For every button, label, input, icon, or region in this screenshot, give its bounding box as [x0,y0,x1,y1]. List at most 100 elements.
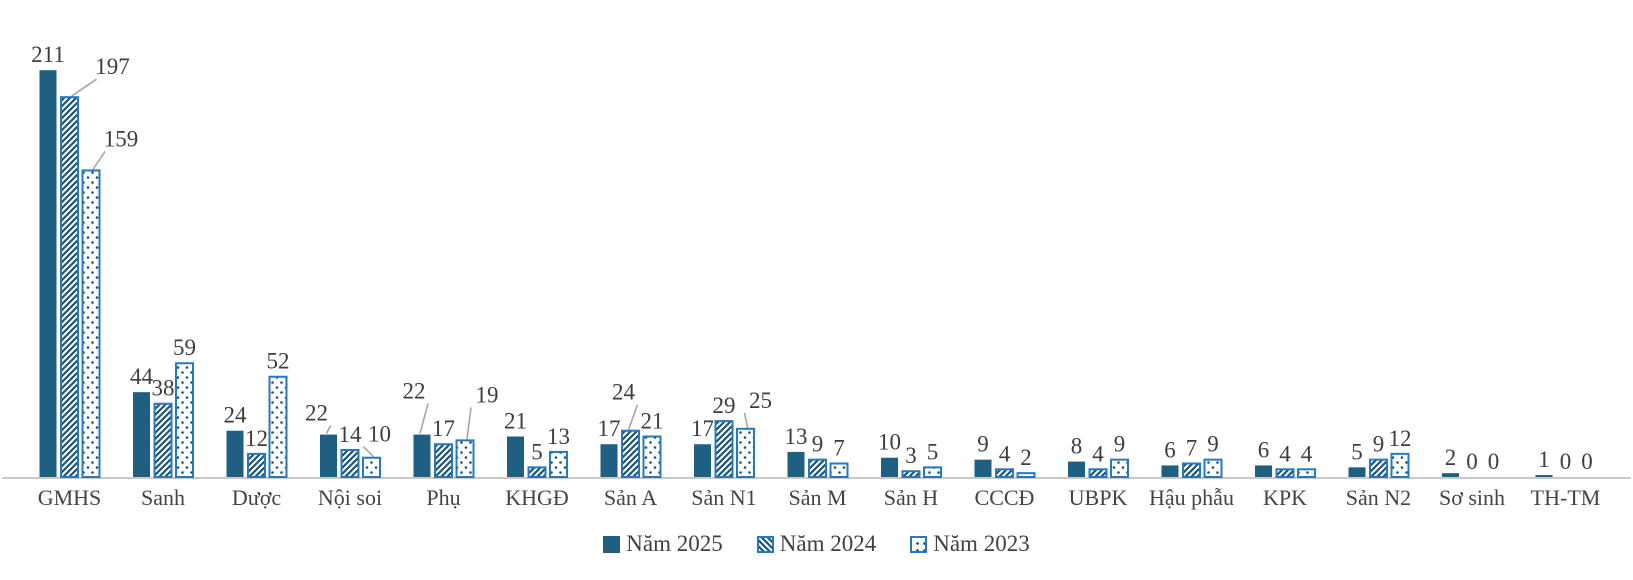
data-label-s1-TH-TM: 0 [1560,449,1572,474]
legend-item-nam-2023: Năm 2023 [910,531,1030,557]
bar-s0-Sản H [881,457,898,477]
legend-item-nam-2025: Năm 2025 [603,531,723,557]
data-label-s0-Nội soi: 22 [305,401,328,426]
bar-s0-Dược [226,430,244,477]
bar-s2-Phụ [455,439,475,479]
bar-s0-Nội soi [320,434,337,477]
bar-s1-Nội soi [340,449,360,478]
bar-s1-Phụ [434,443,453,478]
bar-s2-Sản N1 [736,427,755,478]
data-label-s2-Nội soi: 10 [368,422,391,447]
bar-s2-Sản N2 [1390,452,1410,479]
label-leader-line [362,446,375,458]
bar-s1-Hậu phẫu [1182,462,1201,478]
data-label-s0-Sanh: 44 [130,364,154,389]
data-label-s0-Sản H: 10 [878,430,901,455]
label-leader-line [71,78,97,97]
data-label-s2-CCCĐ: 2 [1020,445,1032,470]
bars [39,70,1553,479]
bar-s1-Sản N1 [714,420,734,479]
data-label-s1-Dược: 12 [245,426,268,451]
bar-s2-GMHS [81,169,101,478]
data-label-s1-GMHS: 197 [95,54,130,79]
data-label-s1-CCCĐ: 4 [999,441,1011,466]
bar-s1-Sản A [621,429,640,478]
category-label-Sơ sinh: Sơ sinh [1439,485,1505,510]
chart-legend: Năm 2025 Năm 2024 Năm 2023 [0,531,1633,557]
bar-s2-Sản H [923,466,942,478]
label-leader-line [419,403,429,434]
data-label-s2-Sản N2: 12 [1389,426,1412,451]
data-label-s1-Sanh: 38 [152,376,175,401]
bar-s1-UBPK [1088,468,1108,478]
category-label-GMHS: GMHS [38,485,102,510]
bar-s2-Sản M [829,462,849,478]
legend-label-nam-2023: Năm 2023 [933,531,1030,556]
data-label-s0-UBPK: 8 [1071,434,1083,459]
bar-s1-GMHS [60,96,79,479]
data-label-s1-Sản H: 3 [905,443,917,468]
bar-s0-Hậu phẫu [1161,465,1179,477]
label-leader-line [92,151,106,170]
legend-swatch-solid-icon [603,535,621,553]
bar-s2-Sanh [175,362,194,478]
data-label-s0-Sản A: 17 [598,416,621,441]
bar-s0-Phụ [413,434,431,477]
data-label-s0-Sản N1: 17 [691,416,714,441]
data-label-s2-GMHS: 159 [104,126,139,151]
data-label-s1-KPK: 4 [1279,441,1291,466]
bar-s1-Sản N2 [1369,458,1388,479]
bar-s0-Sản N1 [694,444,711,477]
legend-swatch-hatch-icon [756,535,774,553]
data-label-s0-GMHS: 211 [31,42,65,67]
bar-s0-Sơ sinh [1442,473,1459,477]
bar-s2-UBPK [1110,458,1129,479]
data-label-s0-Dược: 24 [224,403,248,428]
data-label-s2-Hậu phẫu: 9 [1207,432,1219,457]
bar-s1-KHGĐ [527,466,547,478]
bar-s0-Sản M [787,451,805,477]
bar-s0-TH-TM [1535,475,1553,477]
category-label-Sản N1: Sản N1 [691,485,756,510]
data-label-s1-Nội soi: 14 [339,422,363,447]
data-label-s0-TH-TM: 1 [1538,447,1550,472]
category-label-KHGĐ: KHGĐ [505,485,569,510]
category-labels: GMHS Sanh Dược Nội soi Phụ KHGĐ Sản A Sản N1 Sản… [38,485,1601,510]
data-label-s2-KPK: 4 [1301,441,1313,466]
category-label-Sanh: Sanh [141,485,185,510]
data-label-s1-Sản A: 24 [612,380,636,405]
bar-s0-UBPK [1068,461,1085,477]
leader-lines [71,78,749,458]
data-label-s2-Dược: 52 [267,349,290,374]
data-label-s1-KHGĐ: 5 [531,439,543,464]
bar-s0-CCCĐ [974,459,992,477]
data-label-s2-Sản H: 5 [927,439,939,464]
data-label-s1-Hậu phẫu: 7 [1186,436,1198,461]
category-label-KPK: KPK [1263,485,1307,510]
data-label-s1-Sản N1: 29 [713,393,736,418]
data-label-s0-CCCĐ: 9 [977,432,989,457]
data-label-s1-Sơ sinh: 0 [1466,449,1478,474]
data-label-s0-Sơ sinh: 2 [1445,445,1457,470]
bar-s1-CCCĐ [995,468,1014,478]
data-label-s2-TH-TM: 0 [1581,449,1593,474]
bar-s2-Dược [268,375,288,478]
bar-s2-Hậu phẫu [1203,458,1223,479]
legend-item-nam-2024: Năm 2024 [756,531,876,557]
bar-s1-KPK [1275,468,1295,478]
category-label-UBPK: UBPK [1069,485,1128,510]
bar-s2-CCCĐ [1016,472,1036,479]
data-label-s0-Phụ: 22 [403,379,426,404]
bar-s1-Sản H [901,470,921,479]
data-label-s0-KPK: 6 [1258,437,1270,462]
category-label-Sản H: Sản H [884,485,939,510]
category-label-Sản N2: Sản N2 [1346,485,1411,510]
bar-s1-Sản M [808,458,827,479]
data-label-s2-Sanh: 59 [173,335,196,360]
data-label-s2-Sơ sinh: 0 [1488,449,1500,474]
category-label-Dược: Dược [232,485,281,510]
data-label-s2-Sản M: 7 [833,436,845,461]
data-label-s0-Sản N2: 5 [1351,439,1363,464]
bar-s0-KHGĐ [507,436,524,477]
